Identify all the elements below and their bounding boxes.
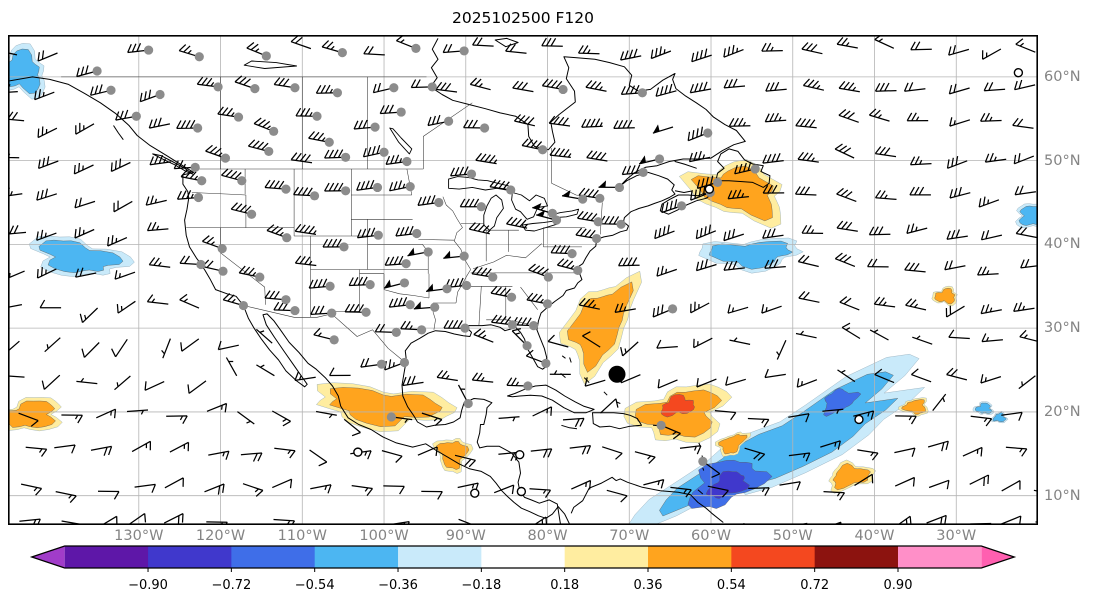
colorbar-tick-label: 0.90 (884, 578, 913, 593)
y-tick-label: 20°N (1044, 403, 1081, 420)
colorbar-segment (314, 546, 399, 568)
colorbar-tick-label: −0.18 (461, 578, 501, 593)
x-tick-label: 40°W (854, 528, 895, 544)
open-circle-marker (704, 184, 715, 194)
colorbar-tick-label: −0.90 (128, 578, 168, 593)
colorbar-outline (29, 545, 1017, 569)
colorbar-tick-label: −0.72 (211, 578, 251, 593)
x-tick-label: 30°W (936, 528, 977, 544)
open-circle-marker (353, 447, 363, 457)
x-tick-label: 60°W (690, 528, 732, 544)
x-tick-label: 130°W (114, 528, 164, 544)
colorbar-segment (898, 546, 982, 568)
colorbar-canvas: −0.90 −0.72 −0.54 −0.36 −0.18 0.18 0.36 0.54 0.7… (29, 545, 1017, 593)
map-frame (8, 35, 1039, 525)
map-area (8, 35, 1039, 525)
x-tick-label: 80°W (527, 528, 568, 544)
colorbar-under-arrow (31, 546, 65, 568)
x-tick-label: 90°W (445, 528, 486, 544)
colorbar-tick-label: 0.72 (800, 578, 829, 593)
colorbar-segment (564, 546, 649, 568)
open-circle-marker (854, 414, 864, 425)
colorbar-segment (398, 546, 482, 568)
open-circle-marker (515, 449, 525, 460)
map-canvas (8, 35, 1039, 525)
open-circle-marker (1013, 67, 1024, 78)
x-tick-label: 50°W (772, 528, 813, 544)
y-tick-label: 10°N (1044, 487, 1081, 504)
x-tick-label: 100°W (359, 528, 409, 544)
colorbar-segment (231, 546, 316, 568)
colorbar-tick-label: −0.36 (378, 578, 418, 593)
colorbar-segment (148, 546, 232, 568)
colorbar-segment (814, 546, 899, 568)
colorbar-segment (731, 546, 816, 568)
colorbar-tick-label: −0.54 (295, 578, 335, 593)
colorbar-segment (481, 546, 566, 568)
x-tick-label: 120°W (195, 528, 246, 544)
highlight-filled-dot (608, 365, 626, 383)
coastline-layer (8, 37, 771, 525)
y-tick-label: 50°N (1044, 152, 1081, 169)
y-tick-label: 60°N (1044, 68, 1081, 85)
x-tick-label: 110°W (277, 528, 327, 544)
y-tick-label: 30°N (1044, 320, 1081, 337)
open-circle-marker (470, 488, 480, 498)
chart-title: 2025102500 F120 (451, 9, 595, 27)
colorbar-segment (64, 546, 149, 568)
station-dots-layer (92, 43, 760, 466)
colorbar-tick-label: 0.18 (550, 578, 579, 593)
x-tick-label: 70°W (609, 528, 650, 544)
colorbar-tick-label: 0.36 (634, 578, 663, 593)
colorbar-segment (648, 546, 732, 568)
colorbar-over-arrow (981, 546, 1015, 568)
colorbar-tick-label: 0.54 (717, 578, 746, 593)
open-circle-marker (516, 486, 527, 497)
y-tick-label: 40°N (1044, 236, 1081, 253)
colorbar: −0.90 −0.72 −0.54 −0.36 −0.18 0.18 0.36 0.54 0.7… (0, 541, 1105, 615)
